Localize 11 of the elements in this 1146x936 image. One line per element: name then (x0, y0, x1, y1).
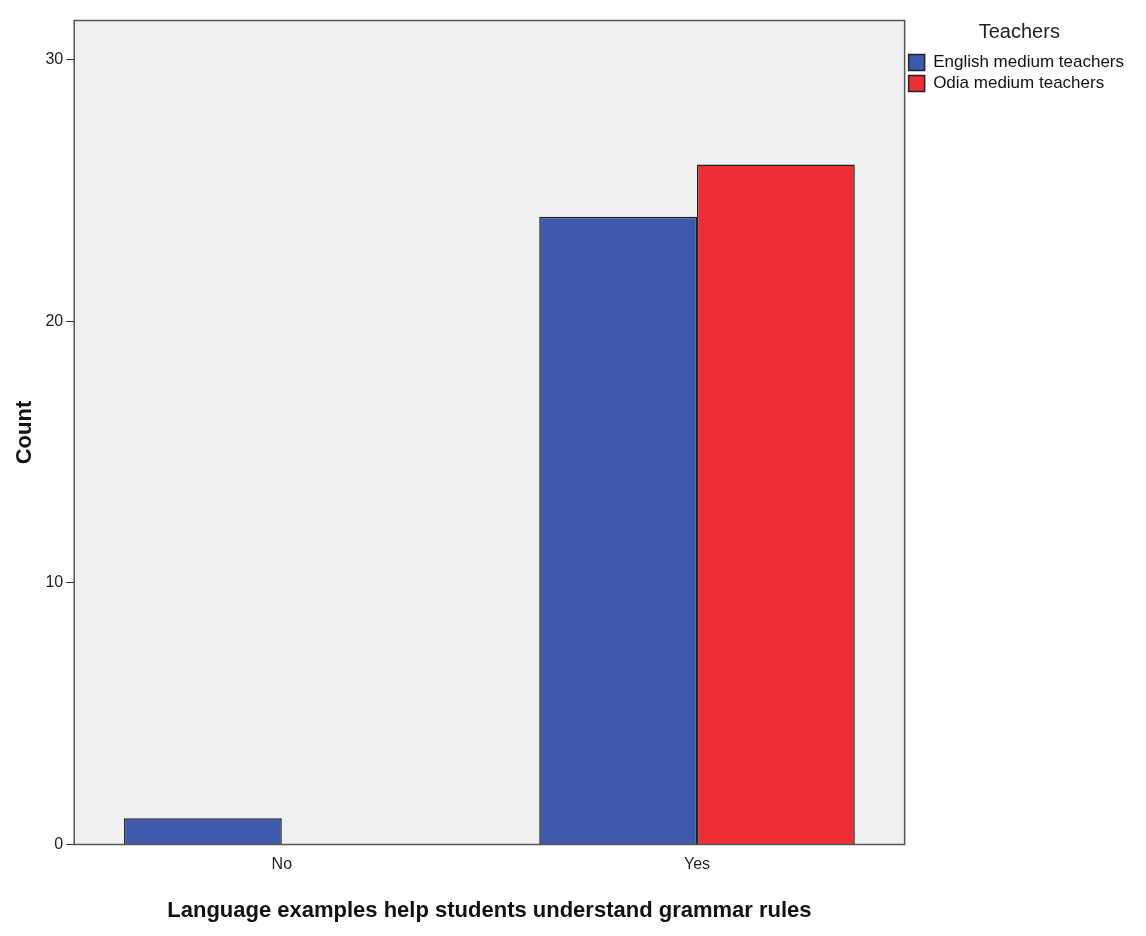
x-tick-label: Yes (683, 855, 711, 873)
y-tick-label: 20 (45, 311, 64, 329)
x-axis-title: Language examples help students understand grammar rules (167, 896, 812, 922)
legend-label: Odia medium teachers (933, 73, 1105, 93)
legend-label: English medium teachers (933, 52, 1125, 72)
y-tick-label: 10 (45, 573, 64, 591)
y-tick-label: 30 (45, 50, 64, 68)
y-tick-label: 0 (54, 834, 64, 852)
legend-title: Teachers (978, 19, 1060, 42)
x-tick-label: No (271, 855, 293, 873)
y-axis-title: Count (11, 400, 37, 465)
